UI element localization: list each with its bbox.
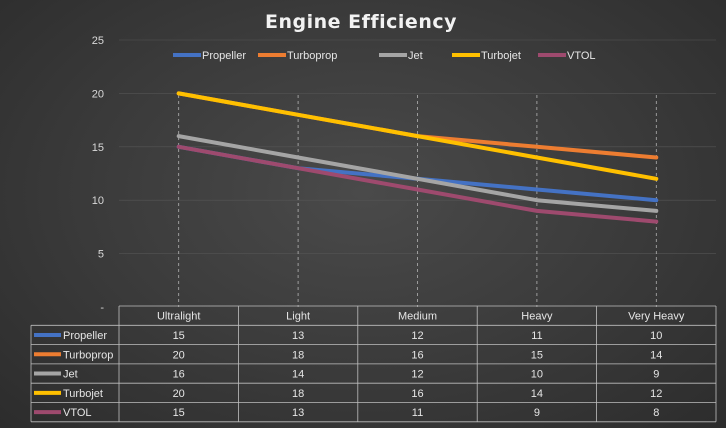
table-cell: 15 [173,330,185,342]
y-axis: - 5 10 15 20 25 [92,35,105,314]
table-cell: 18 [292,388,304,400]
data-table: Ultralight Light Medium Heavy Very Heavy Prop… [30,305,717,423]
table-cell: 13 [292,407,304,419]
table-cell: 11 [412,407,423,419]
legend-item-vtol: VTOL [538,50,596,62]
legend-label: Propeller [202,50,246,62]
y-tick-label: 25 [92,35,104,47]
table-cell: 14 [650,349,662,361]
series-line-turbojet [176,91,659,181]
table-cell: 10 [650,330,662,342]
table-header-cell: Very Heavy [628,311,685,323]
table-cell: 18 [292,349,304,361]
table-cell: 12 [411,330,423,342]
table-header-cell: Heavy [521,311,553,323]
table-cell: 16 [411,349,423,361]
y-tick-label: 20 [92,88,104,100]
table-cell: 14 [531,388,543,400]
legend-item-propeller: Propeller [173,50,246,62]
legend: Propeller Turboprop Jet Turbojet VTOL [173,50,596,62]
table-row-label: Turboprop [63,349,113,361]
table-row: Propeller 15 13 12 11 10 [34,330,662,342]
table-row-label: VTOL [63,407,92,419]
table-cell: 12 [411,369,423,381]
series-line-vtol [176,144,659,224]
series-line-jet [176,134,659,213]
plot-area [176,91,659,224]
table-cell: 14 [292,369,304,381]
legend-label: Turboprop [287,50,337,62]
legend-label: Jet [408,50,423,62]
table-row: Jet 16 14 12 10 9 [34,369,659,381]
legend-item-jet: Jet [379,50,423,62]
table-cell: 16 [411,388,423,400]
table-cell: 15 [173,407,185,419]
table-row: VTOL 15 13 11 9 8 [34,407,659,419]
table-cell: 10 [531,369,543,381]
y-tick-label: 5 [98,249,104,261]
table-cell: 12 [650,388,662,400]
table-cell: 20 [173,388,185,400]
table-row-label: Propeller [63,330,107,342]
chart-title: Engine Efficiency [265,11,457,33]
table-row-label: Turbojet [63,388,103,400]
table-header-cell: Light [286,311,310,323]
table-row: Turbojet 20 18 16 14 12 [34,388,662,400]
legend-item-turbojet: Turbojet [452,50,521,62]
legend-label: VTOL [567,50,596,62]
table-header-cell: Medium [398,311,437,323]
table-cell: 20 [173,349,185,361]
table-cell: 15 [531,349,543,361]
table-row-label: Jet [63,369,78,381]
category-gridlines [178,95,657,307]
table-cell: 9 [653,369,659,381]
table-header-cell: Ultralight [157,311,200,323]
y-tick-label: 10 [92,195,104,207]
table-cell: 8 [653,407,659,419]
table-cell: 11 [531,330,542,342]
table-cell: 9 [534,407,540,419]
table-cell: 16 [173,369,185,381]
table-cell: 13 [292,330,304,342]
y-tick-label: - [100,302,104,314]
table-row: Turboprop 20 18 16 15 14 [34,349,662,361]
y-tick-label: 15 [92,142,104,154]
legend-item-turboprop: Turboprop [258,50,337,62]
legend-label: Turbojet [481,50,521,62]
